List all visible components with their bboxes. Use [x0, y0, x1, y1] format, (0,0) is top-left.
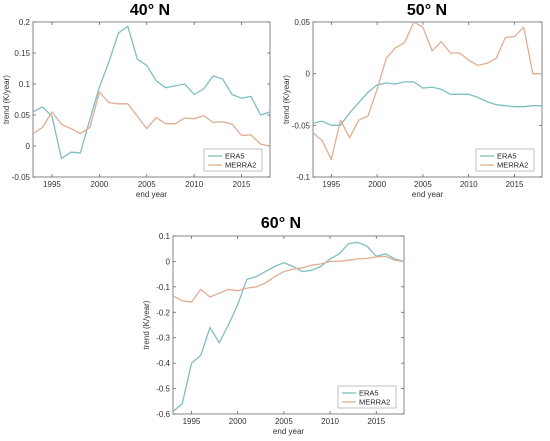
y-tick-label: 0.15 — [14, 49, 30, 58]
x-axis-label: end year — [273, 427, 304, 436]
legend-label-era5: ERA5 — [497, 152, 517, 161]
chart-title: 60° N — [261, 215, 301, 232]
y-tick-label: -0.4 — [156, 359, 170, 368]
y-tick-label: 0 — [26, 142, 31, 151]
y-tick-label: -0.05 — [12, 173, 31, 182]
plot-frame — [312, 21, 543, 178]
y-tick-label: 0.1 — [159, 232, 171, 241]
y-tick-label: -0.5 — [156, 385, 170, 394]
chart-panel-1: 40° N 1995 2000 2005 2010 2015 -0.05 0 0.05 0.1 0.… — [2, 2, 271, 199]
x-tick-label: 2010 — [460, 180, 478, 189]
legend-label-era5: ERA5 — [359, 389, 379, 398]
y-axis-label: trend (K/year) — [2, 75, 11, 124]
y-tick-label: -0.05 — [292, 121, 311, 130]
y-axis-label: trend (K/year) — [282, 75, 291, 124]
y-tick-label: -0.3 — [156, 334, 170, 343]
chart-title: 40° N — [130, 2, 170, 19]
x-tick-label: 2000 — [229, 417, 247, 426]
legend-label-merra2: MERRA2 — [225, 161, 256, 170]
y-tick-label: -0.1 — [296, 173, 310, 182]
y-tick-label: 0.1 — [19, 80, 31, 89]
y-axis-label: trend (K/year) — [142, 300, 151, 349]
x-tick-label: 1995 — [43, 180, 61, 189]
x-tick-label: 2000 — [90, 180, 108, 189]
y-tick-label: 0 — [166, 257, 171, 266]
y-tick-label: 0.05 — [294, 18, 310, 27]
series-line-era5 — [313, 81, 542, 126]
x-tick-label: 2010 — [321, 417, 339, 426]
x-tick-label: 2005 — [414, 180, 432, 189]
x-tick-label: 2000 — [368, 180, 386, 189]
x-tick-label: 1995 — [322, 180, 340, 189]
chart-title: 50° N — [407, 2, 447, 19]
x-tick-label: 2015 — [233, 180, 251, 189]
y-tick-label: 0 — [306, 70, 311, 79]
legend-label-merra2: MERRA2 — [359, 398, 390, 407]
x-axis-label: end year — [412, 190, 443, 199]
x-tick-label: 2005 — [138, 180, 156, 189]
y-tick-label: 0.05 — [14, 111, 30, 120]
y-tick-label: -0.6 — [156, 410, 170, 419]
legend-label-era5: ERA5 — [225, 152, 245, 161]
x-tick-label: 2010 — [185, 180, 203, 189]
x-tick-label: 2015 — [506, 180, 524, 189]
x-tick-label: 2015 — [367, 417, 385, 426]
x-tick-label: 2005 — [275, 417, 293, 426]
chart-panel-3: 60° N 1995 2000 2005 2010 2015 -0.6 -0.5 -0.4 -0.… — [142, 215, 405, 436]
x-axis-label: end year — [136, 190, 167, 199]
x-tick-label: 1995 — [183, 417, 201, 426]
chart-panel-2: 50° N 1995 2000 2005 2010 2015 -0.1 -0.05 0 0.05 e… — [282, 2, 543, 199]
legend-label-merra2: MERRA2 — [497, 161, 528, 170]
series-line-era5 — [173, 241, 404, 412]
y-tick-label: -0.2 — [156, 308, 170, 317]
series-line-merra2 — [173, 255, 404, 303]
plot-frame — [32, 21, 271, 178]
series-line-merra2 — [313, 22, 542, 161]
series-line-era5 — [33, 25, 270, 160]
plot-frame — [172, 235, 405, 415]
y-tick-label: -0.1 — [156, 283, 170, 292]
series-line-merra2 — [33, 91, 270, 147]
y-tick-label: 0.2 — [19, 18, 31, 27]
